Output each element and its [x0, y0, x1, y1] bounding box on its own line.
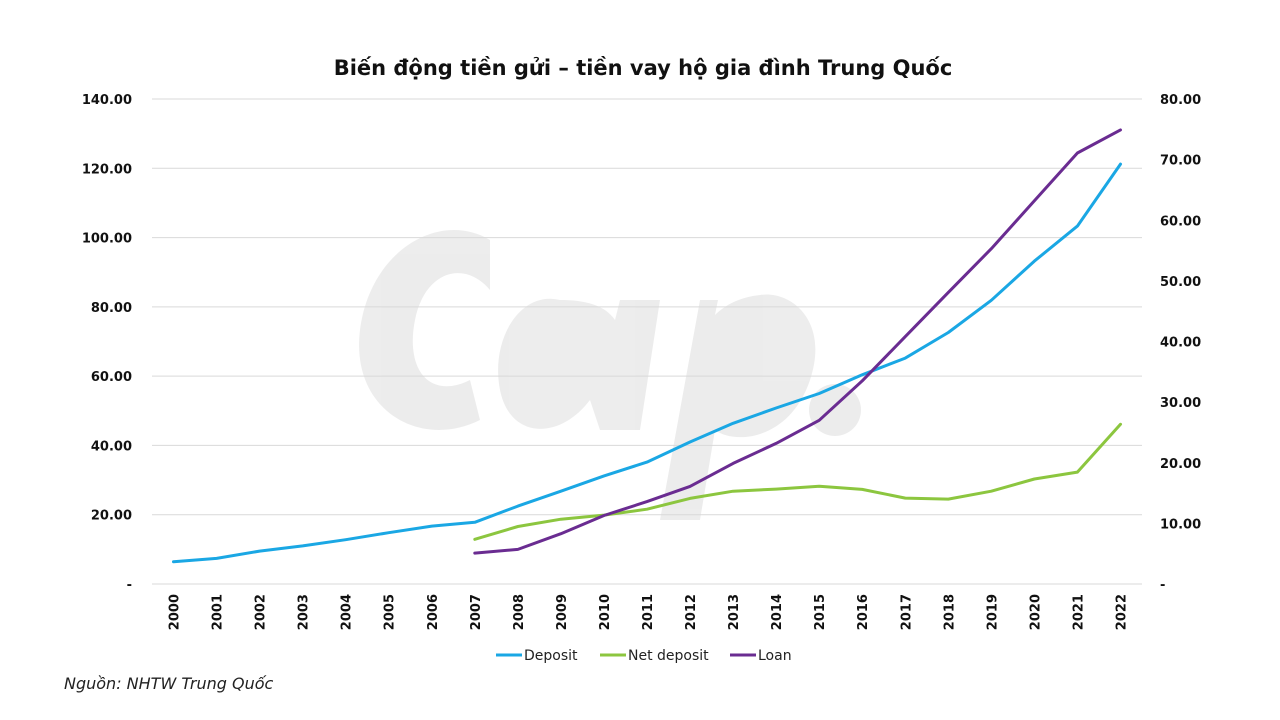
x-tick-label: 2008	[512, 594, 527, 630]
x-tick-label: 2016	[856, 594, 871, 630]
y-right-tick-label: 60.00	[1160, 214, 1201, 229]
y-right-tick-label: 10.00	[1160, 517, 1201, 532]
x-tick-label: 2010	[598, 594, 613, 630]
x-tick-label: 2003	[297, 594, 312, 630]
source-note: Nguồn: NHTW Trung Quốc	[64, 674, 274, 693]
y-right-tick-label: 80.00	[1160, 93, 1201, 108]
legend: Deposit Net deposit Loan	[496, 648, 792, 664]
legend-label-deposit: Deposit	[524, 648, 578, 664]
x-tick-label: 2009	[555, 594, 570, 630]
legend-label-loan: Loan	[758, 648, 792, 664]
y-left-tick-label: 60.00	[91, 370, 132, 385]
y-right-tick-label: 40.00	[1160, 336, 1201, 351]
legend-label-net-deposit: Net deposit	[628, 648, 709, 664]
watermark	[359, 230, 861, 520]
x-tick-label: 2018	[942, 594, 957, 630]
y-left-tick-label: 80.00	[91, 301, 132, 316]
series-line-net-deposit	[473, 422, 1122, 541]
x-tick-label: 2005	[383, 594, 398, 630]
x-tick-label: 2012	[684, 594, 699, 630]
x-tick-label: 2022	[1114, 594, 1129, 630]
series-lines	[172, 128, 1122, 564]
x-tick-label: 2014	[770, 594, 785, 630]
series-line-deposit	[172, 162, 1122, 564]
y-left-tick-label: 140.00	[82, 93, 132, 108]
series-line-loan	[473, 128, 1122, 555]
y-left-tick-label: 20.00	[91, 509, 132, 524]
y-axis-right: - 10.00 20.00 30.00 40.00 50.00 60.00 70.00 80.0…	[1160, 93, 1201, 593]
x-tick-label: 2001	[211, 594, 226, 630]
x-axis: 2000 2001 2002 2003 2004 2005 2006 2007 2008 2009…	[168, 594, 1130, 630]
y-right-tick-label: -	[1160, 578, 1165, 593]
x-tick-label: 2013	[727, 594, 742, 630]
x-tick-label: 2006	[426, 594, 441, 630]
x-tick-label: 2004	[340, 594, 355, 630]
y-left-tick-label: 120.00	[82, 162, 132, 177]
y-right-tick-label: 50.00	[1160, 275, 1201, 290]
x-tick-label: 2002	[254, 594, 269, 630]
chart-title: Biến động tiền gửi – tiền vay hộ gia đìn…	[334, 56, 953, 80]
y-left-tick-label: -	[127, 578, 132, 593]
x-tick-label: 2011	[641, 594, 656, 630]
x-tick-label: 2015	[813, 594, 828, 630]
x-tick-label: 2000	[168, 594, 183, 630]
x-tick-label: 2017	[899, 594, 914, 630]
y-right-tick-label: 70.00	[1160, 154, 1201, 169]
y-left-tick-label: 40.00	[91, 439, 132, 454]
x-tick-label: 2020	[1028, 594, 1043, 630]
y-right-tick-label: 20.00	[1160, 457, 1201, 472]
x-tick-label: 2019	[985, 594, 1000, 630]
x-tick-label: 2007	[469, 594, 484, 630]
y-axis-left: - 20.00 40.00 60.00 80.00 100.00 120.00 140.00	[82, 93, 132, 593]
y-right-tick-label: 30.00	[1160, 396, 1201, 411]
y-left-tick-label: 100.00	[82, 232, 132, 247]
gridlines	[152, 98, 1142, 585]
x-tick-label: 2021	[1071, 594, 1086, 630]
